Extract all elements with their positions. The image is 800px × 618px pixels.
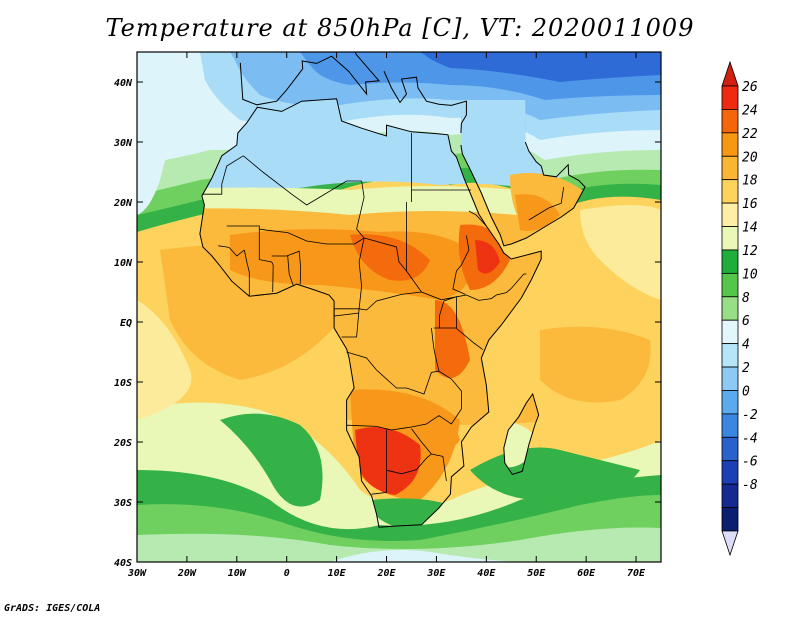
coastlines: [199, 52, 586, 528]
y-tick-label: 10N: [114, 258, 133, 269]
land-ethiopia-26: [475, 240, 500, 274]
map-frame: [136, 51, 662, 563]
colorbar-swatch: [721, 85, 739, 110]
colorbar-swatch: [721, 507, 739, 532]
land-arabia-22: [515, 194, 560, 231]
colorbar-swatch: [721, 296, 739, 321]
colorbar-label: 24: [742, 103, 758, 118]
colorbar-label: 0: [742, 384, 750, 399]
land-kalahari-26: [355, 427, 421, 495]
colorbar-swatch: [721, 179, 739, 204]
x-axis-ticks: 30W 20W 10W 0 10E 20E 30E 40E 50E 60E 70E: [127, 52, 646, 579]
x-tick-label: 40E: [477, 568, 496, 579]
x-tick-label: 60E: [577, 568, 596, 579]
country-borders: [201, 133, 565, 495]
colorbar-label: 20: [742, 150, 758, 165]
colorbar-swatch: [721, 390, 739, 415]
land-cbd-24: [350, 234, 430, 281]
colorbar-swatch: [721, 483, 739, 508]
colorbar-swatch: [721, 272, 739, 298]
colorbar-label: -8: [742, 478, 758, 493]
colorbar-label: -6: [742, 455, 758, 470]
colorbar-label: 2: [742, 361, 750, 376]
y-tick-label: 40S: [114, 558, 132, 569]
x-tick-label: 10W: [228, 568, 247, 579]
x-tick-label: 30E: [426, 568, 446, 579]
y-tick-label: 20S: [113, 438, 132, 449]
colorbar-label: 10: [742, 267, 758, 282]
x-tick-label: 20W: [177, 568, 197, 579]
field-south-cold-5: [330, 549, 520, 562]
field-indian-16: [580, 205, 661, 300]
y-tick-label: 10S: [114, 378, 132, 389]
colorbar-swatch: [721, 109, 739, 134]
y-tick-label: 30S: [113, 498, 132, 509]
y-tick-label: 20N: [113, 198, 133, 209]
field-indian-warm-20: [540, 326, 651, 403]
x-tick-label: 20E: [376, 568, 396, 579]
colorbar-label: 22: [742, 127, 758, 142]
colorbar-swatch: [721, 436, 739, 462]
colorbar-swatch: [721, 155, 739, 181]
colorbar-swatch: [721, 366, 739, 391]
colorbar-label: 6: [742, 314, 750, 329]
colorbar-label: 8: [742, 291, 750, 306]
y-tick-label: EQ: [120, 318, 132, 329]
colorbar-label: 26: [742, 80, 758, 95]
colorbar-label: 12: [742, 244, 758, 259]
colorbar-swatch: [721, 226, 739, 251]
africa-coastline: [199, 98, 542, 528]
chart-title: Temperature at 850hPa [C], VT: 202001100…: [105, 14, 695, 42]
x-tick-label: 10E: [328, 568, 347, 579]
madagascar-coastline: [503, 392, 540, 475]
field-ocean-warm-16: [137, 300, 192, 420]
colorbar-bottom-arrow: [721, 530, 739, 557]
field-atlantic-cool-tongue: [220, 413, 323, 507]
grads-credit: GrADS: IGES/COLA: [4, 603, 101, 614]
colorbar-swatch: [721, 202, 739, 227]
colorbar-swatch: [721, 460, 739, 485]
colorbar-label: -2: [742, 408, 758, 423]
arabia-coastline: [460, 141, 586, 247]
land-eastafrica-24: [435, 300, 470, 378]
colorbar-label: 4: [742, 338, 750, 353]
x-tick-label: 30W: [127, 568, 147, 579]
colorbar-label: 18: [742, 174, 758, 189]
europe-coastline: [239, 52, 467, 134]
colorbar-swatch: [721, 249, 739, 274]
field-south-cold-4: [137, 527, 661, 562]
field-atlantic-light: [137, 52, 200, 215]
colorbar-label: 16: [742, 197, 758, 212]
colorbar-top-arrow: [721, 60, 739, 87]
land-mozambique-22: [420, 409, 460, 449]
colorbar-swatch: [721, 343, 739, 368]
colorbar-swatch: [721, 132, 739, 157]
y-axis-ticks: 40N 30N 20N 10N EQ 10S 20S 30S 40S: [113, 78, 661, 569]
field-north-cold-8: [420, 52, 661, 82]
x-tick-label: 70E: [627, 568, 646, 579]
colorbar-label: -4: [742, 431, 758, 446]
colorbar-label: 14: [742, 221, 758, 236]
colorbar-swatch: [721, 319, 739, 345]
y-tick-label: 30N: [113, 138, 133, 149]
y-tick-label: 40N: [114, 78, 133, 89]
x-tick-label: 50E: [527, 568, 546, 579]
colorbar-swatch: [721, 413, 739, 438]
x-tick-label: 0: [284, 568, 290, 579]
